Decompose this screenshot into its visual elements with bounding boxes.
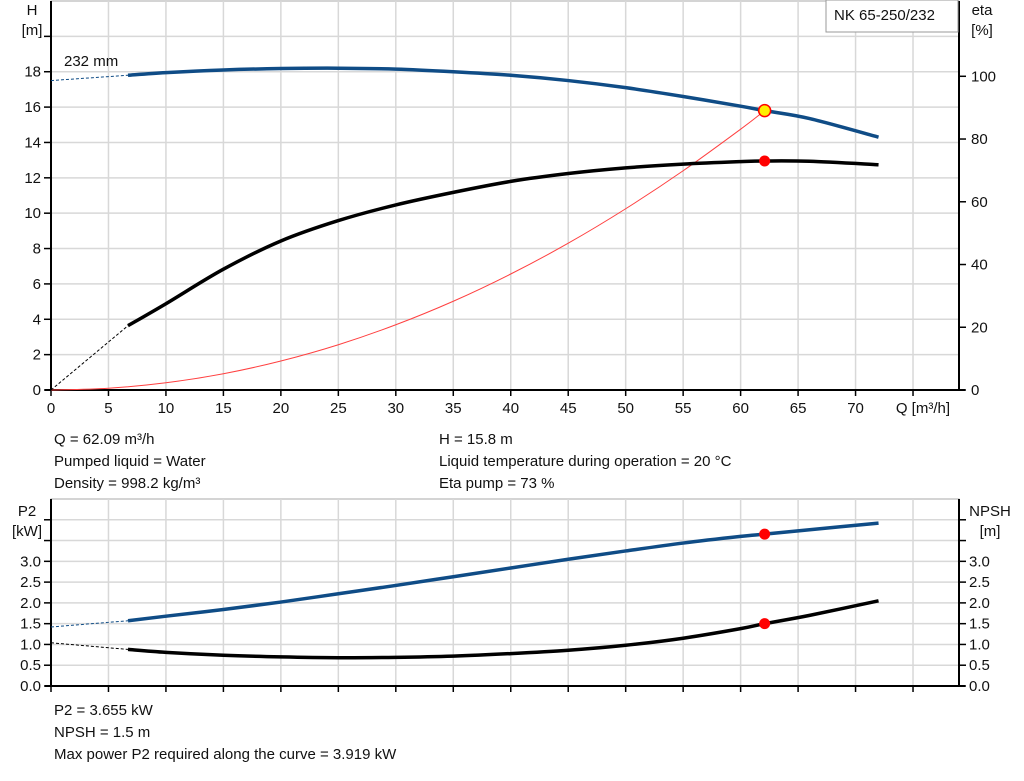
x-tick-label: 60	[732, 400, 749, 417]
x-tick-label: 30	[387, 400, 404, 417]
y-tick-label: 1.0	[20, 636, 41, 653]
y2-tick-label: 2.5	[969, 574, 990, 591]
duty-point	[759, 618, 771, 630]
y-tick-label: 2.0	[20, 595, 41, 612]
x-tick-label: 15	[215, 400, 232, 417]
head-extrapolated-line	[50, 74, 129, 82]
x-tick-label: 0	[47, 400, 55, 417]
x-tick-label: 10	[158, 400, 175, 417]
y2-axis-title: NPSH	[969, 503, 1011, 520]
y-tick-label: 0.5	[20, 657, 41, 674]
x-tick-label: 50	[617, 400, 634, 417]
npsh-value: NPSH = 1.5 m	[54, 724, 151, 741]
x-tick-label: 65	[790, 400, 807, 417]
y-tick-label: 14	[24, 134, 41, 151]
x-axis-label: Q [m³/h]	[896, 400, 950, 417]
liquid-temperature: Liquid temperature during operation = 20…	[439, 453, 732, 470]
duty-point	[759, 155, 771, 167]
y2-tick-label: 0.5	[969, 657, 990, 674]
y2-tick-label: 20	[971, 319, 988, 336]
y2-axis-title: [%]	[971, 22, 993, 39]
y2-tick-label: 0.0	[969, 678, 990, 695]
y2-tick-label: 0	[971, 382, 979, 399]
y-tick-label: 8	[33, 241, 41, 258]
system-curve	[50, 110, 765, 391]
y2-tick-label: 1.0	[969, 636, 990, 653]
x-tick-label: 45	[560, 400, 577, 417]
y2-tick-label: 3.0	[969, 553, 990, 570]
pump-model-box	[825, 0, 959, 33]
power-info: P2 = 3.655 kW NPSH = 1.5 m Max power P2 …	[54, 700, 396, 766]
duty-info-left: Q = 62.09 m³/h Pumped liquid = Water Den…	[54, 429, 206, 495]
npsh-extrapolated-line	[50, 642, 129, 650]
y2-axis-title: eta	[972, 2, 994, 19]
y-tick-label: 2	[33, 347, 41, 364]
x-tick-label: 25	[330, 400, 347, 417]
y-tick-label: 10	[24, 205, 41, 222]
p2-value: P2 = 3.655 kW	[54, 702, 153, 719]
y-tick-label: 3.0	[20, 553, 41, 570]
duty-info-right: H = 15.8 m Liquid temperature during ope…	[439, 429, 731, 495]
y-tick-label: 6	[33, 276, 41, 293]
y-tick-label: 12	[24, 170, 41, 187]
pump-model-label: NK 65-250/232	[834, 7, 935, 24]
eta-curve	[127, 159, 879, 328]
eta-extrapolated-line	[50, 325, 129, 391]
x-tick-label: 5	[104, 400, 112, 417]
y2-axis-title: [m]	[980, 523, 1001, 540]
x-tick-label: 35	[445, 400, 462, 417]
x-tick-label: 70	[847, 400, 864, 417]
impeller-diameter-label: 232 mm	[64, 53, 118, 70]
flow-value: Q = 62.09 m³/h	[54, 431, 155, 448]
y-tick-label: 16	[24, 99, 41, 116]
y-tick-label: 1.5	[20, 616, 41, 633]
density-value: Density = 998.2 kg/m³	[54, 475, 201, 492]
y2-tick-label: 60	[971, 194, 988, 211]
plot-area	[50, 0, 960, 391]
y-tick-label: 2.5	[20, 574, 41, 591]
y2-tick-label: 80	[971, 131, 988, 148]
max-power-value: Max power P2 required along the curve = …	[54, 746, 397, 763]
y-tick-label: 18	[24, 64, 41, 81]
y-axis-title: H	[27, 2, 38, 19]
y2-tick-label: 100	[971, 68, 996, 85]
y-tick-label: 0	[33, 382, 41, 399]
pumped-liquid: Pumped liquid = Water	[54, 453, 206, 470]
y2-tick-label: 1.5	[969, 616, 990, 633]
x-tick-label: 20	[273, 400, 290, 417]
y-axis-title: [kW]	[12, 523, 42, 540]
y-axis-title: P2	[18, 503, 36, 520]
head-value: H = 15.8 m	[439, 431, 513, 448]
x-tick-label: 40	[502, 400, 519, 417]
duty-point	[759, 528, 771, 540]
y2-tick-label: 2.0	[969, 595, 990, 612]
duty-point	[757, 103, 772, 118]
y2-tick-label: 40	[971, 257, 988, 274]
eta-value: Eta pump = 73 %	[439, 475, 555, 492]
y-tick-label: 0.0	[20, 678, 41, 695]
x-tick-label: 55	[675, 400, 692, 417]
y-axis-title: [m]	[22, 22, 43, 39]
y-tick-label: 4	[33, 311, 41, 328]
p2-extrapolated-line	[50, 620, 129, 628]
